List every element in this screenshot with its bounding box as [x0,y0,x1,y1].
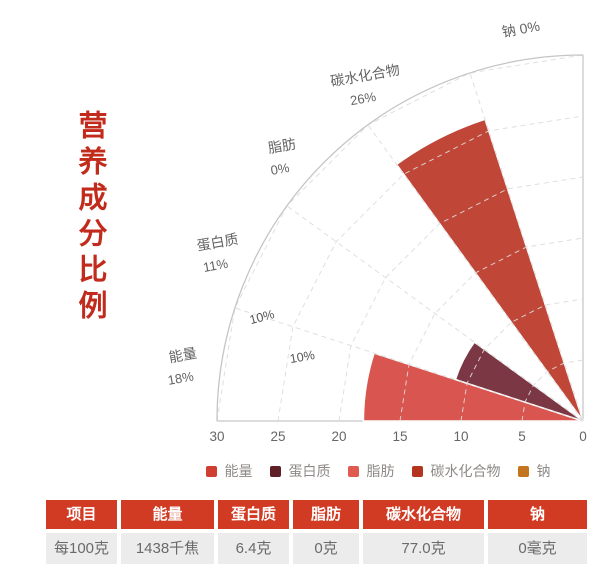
legend-label: 钠 [536,463,551,479]
legend-swatch [411,465,423,477]
grid-percent-label: 10% [248,307,276,327]
legend-item-脂肪[interactable]: 脂肪 [347,461,395,481]
axis-tick-label: 5 [518,429,526,444]
sector-label-能量: 能量18% [163,345,202,388]
table-cell: 0克 [293,533,359,564]
grid-spoke [234,307,584,422]
table-cell: 1438千焦 [121,533,214,564]
table-cell: 77.0克 [363,533,484,564]
radial-axis-ticks: 30 25 20 15 10 5 0 [209,429,586,444]
grid-spoke [286,205,584,422]
grid-ring [338,176,584,422]
sector-label-碳水化合物: 碳水化合物26% [329,61,405,111]
table-header-cell: 蛋白质 [218,500,289,529]
legend-item-碳水化合物[interactable]: 碳水化合物 [411,461,501,481]
sector-label-蛋白质: 蛋白质11% [195,231,243,276]
legend-label: 能量 [224,463,253,479]
chart-legend: 能量 蛋白质 脂肪 碳水化合物 钠 [158,461,598,481]
grid-ring [216,54,584,422]
grid-spoke [367,124,584,422]
grid-ring [399,237,584,422]
axis-tick-label: 25 [270,429,285,444]
polar-fan-chart: 30 25 20 15 10 5 0 能量18% 蛋白质11% 脂肪0% 碳水化合物26% 钠 0% 1… [163,18,587,444]
wedge-蛋白质 [454,341,584,422]
grid-ring [460,298,584,422]
chart-title: 营养成分比例 [74,110,106,326]
axis-tick-label: 10 [453,429,468,444]
grid-ring [277,115,584,422]
table-header-cell: 碳水化合物 [363,500,484,529]
grid-ring [521,359,584,422]
legend-swatch [517,465,529,477]
grid-percent-label: 10% [289,348,316,366]
axis-tick-label: 20 [331,429,346,444]
legend-item-蛋白质[interactable]: 蛋白质 [269,461,331,481]
axis-tick-label: 15 [392,429,407,444]
grid-spoke [469,72,584,422]
table-header-cell: 钠 [488,500,587,529]
legend-swatch [205,465,217,477]
table-cell: 每100克 [46,533,117,564]
legend-item-钠[interactable]: 钠 [517,461,551,481]
legend-label: 脂肪 [366,463,395,479]
legend-swatch [269,465,281,477]
legend-swatch [347,465,359,477]
sector-label-脂肪: 脂肪0% [265,135,301,178]
table-header-cell: 脂肪 [293,500,359,529]
grid-lines [216,54,584,422]
outer-arc [216,54,584,422]
nutrition-table: 项目 能量 蛋白质 脂肪 碳水化合物 钠 每100克 1438千焦 6.4克 0… [46,500,587,564]
table-cell: 0毫克 [488,533,587,564]
axis-tick-label: 0 [579,429,587,444]
legend-item-能量[interactable]: 能量 [205,461,253,481]
legend-label: 碳水化合物 [430,463,501,479]
axis-tick-label: 30 [209,429,224,444]
table-header-cell: 能量 [121,500,214,529]
sector-label-钠: 钠 0% [501,18,541,40]
legend-label: 蛋白质 [288,463,331,479]
table-cell: 6.4克 [218,533,289,564]
table-header-cell: 项目 [46,500,117,529]
